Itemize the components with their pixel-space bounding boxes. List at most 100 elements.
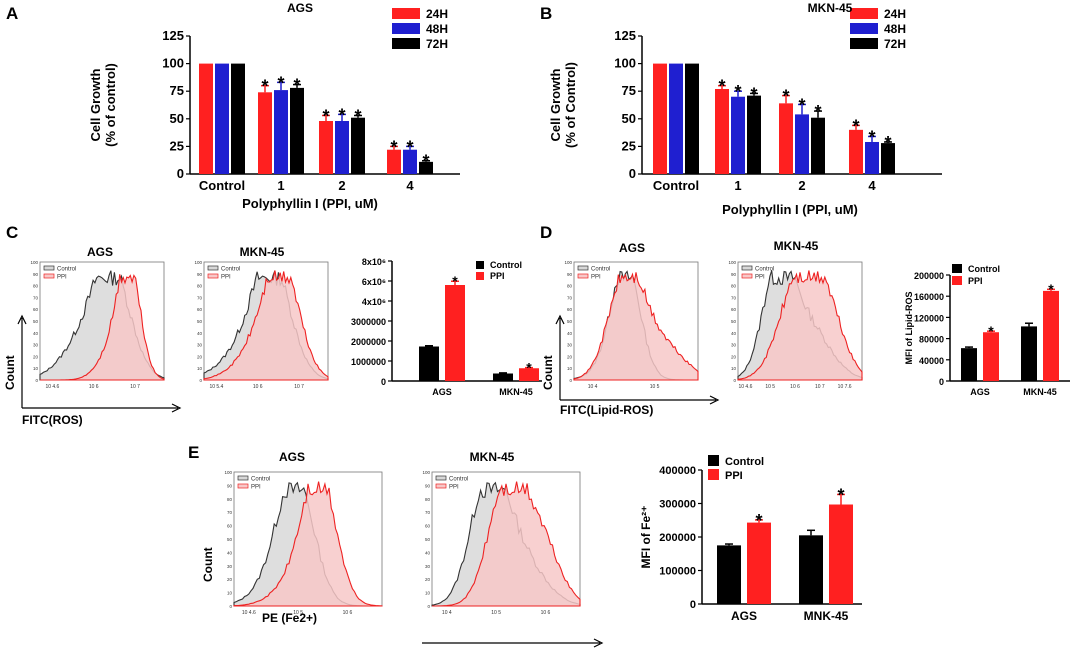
y-axis-label: MFI of Fe²⁺	[639, 506, 653, 569]
hist-y-tick-label: 100	[564, 260, 572, 265]
significance-star: *	[422, 152, 429, 172]
hist-y-tick-label: 30	[567, 343, 573, 348]
hist-y-tick-label: 40	[227, 550, 233, 555]
bar-control-mkn-45	[1021, 326, 1037, 381]
hist-y-tick-label: 80	[567, 284, 573, 289]
hist-y-tick-label: 60	[567, 307, 573, 312]
hist-legend-swatch-ppi	[435, 483, 447, 489]
bar-ppi-mkn-45	[519, 368, 539, 381]
y-tick-label: 0	[629, 166, 636, 181]
y-tick-label: 8x10⁶	[362, 257, 386, 267]
legend-swatch-control	[476, 261, 484, 269]
hist-e1-title: AGS	[279, 450, 305, 464]
hist-y-tick-label: 20	[227, 577, 233, 582]
x-tick-label: 2	[798, 178, 805, 193]
xaxis-label-e: PE (Fe2+)	[262, 611, 317, 625]
significance-star: *	[755, 511, 762, 531]
significance-star: *	[338, 105, 345, 125]
hist-y-tick-label: 50	[731, 319, 737, 324]
count-label-e: Count	[201, 547, 215, 582]
hist-x-tick-label: 10 4.6	[242, 610, 256, 616]
y-tick-label: 50	[622, 111, 636, 126]
hist-x-tick-label: 10 7	[294, 384, 304, 390]
significance-star: *	[526, 359, 532, 375]
significance-star: *	[750, 84, 757, 104]
xaxis-label-c: FITC(ROS)	[22, 413, 83, 427]
legend-swatch-48h	[850, 23, 878, 34]
hist-y-tick-label: 60	[227, 524, 233, 529]
hist-d1-title: AGS	[619, 241, 645, 255]
chart-a-title: AGS	[287, 1, 313, 15]
y-tick-label: 50	[170, 111, 184, 126]
hist-y-tick-label: 70	[567, 295, 573, 300]
y-tick-label: 25	[170, 138, 184, 153]
bar-control-mkn-45	[493, 373, 513, 381]
bar-ppi-ags	[983, 332, 999, 381]
legend-label-72h: 72H	[884, 37, 906, 51]
legend-label-24h: 24H	[426, 7, 448, 21]
chart-b-xlabel: Polyphyllin I (PPI, uM)	[722, 202, 858, 217]
hist-legend-label-ppi: PPI	[591, 275, 601, 281]
y-tick-label: 120000	[914, 313, 944, 323]
hist-y-tick-label: 40	[33, 331, 39, 336]
bar-24h-1	[258, 92, 272, 174]
axis-arrow-e	[422, 638, 604, 648]
hist-y-tick-label: 20	[33, 354, 39, 359]
axis-arrow-d	[555, 314, 720, 405]
hist-legend-label-control: Control	[449, 477, 468, 483]
y-tick-label: 25	[622, 138, 636, 153]
bar-72h-1	[747, 95, 761, 174]
hist-y-tick-label: 40	[197, 331, 203, 336]
axis-arrow-c	[17, 314, 182, 413]
hist-legend-label-ppi: PPI	[57, 275, 67, 281]
y-axis-label: Cell Growth(% of Control)	[548, 62, 578, 148]
y-tick-label: 2000000	[351, 337, 386, 347]
bar-24h-2	[779, 103, 793, 174]
hist-y-tick-label: 10	[33, 366, 39, 371]
histogram-ppi-curve	[40, 274, 165, 381]
hist-y-tick-label: 90	[567, 272, 573, 277]
panel-letter-a: A	[6, 4, 18, 23]
y-tick-label: 100	[614, 56, 636, 71]
x-tick-label: MNK-45	[804, 609, 849, 623]
hist-legend-label-ppi: PPI	[449, 485, 459, 491]
bar-72h-1	[290, 87, 304, 174]
bar-24h-2	[319, 121, 333, 174]
histogram-ppi-curve	[573, 272, 699, 381]
y-tick-label: 125	[162, 28, 184, 43]
y-tick-label: 0	[939, 377, 944, 387]
y-tick-label: 100000	[659, 566, 696, 578]
hist-y-tick-label: 90	[197, 272, 203, 277]
hist-y-tick-label: 100	[194, 260, 202, 265]
x-tick-label: AGS	[731, 609, 757, 623]
bar-48h-control	[669, 63, 683, 174]
hist-y-tick-label: 40	[425, 550, 431, 555]
hist-x-tick-label: 10 4.6	[45, 384, 59, 390]
hist-y-tick-label: 20	[567, 354, 573, 359]
x-tick-label: 1	[734, 178, 741, 193]
significance-star: *	[1048, 281, 1054, 297]
hist-y-tick-label: 90	[227, 483, 233, 488]
panel-letter-b: B	[540, 4, 552, 23]
hist-y-tick-label: 20	[425, 577, 431, 582]
hist-legend-label-ppi: PPI	[755, 275, 765, 281]
bar-72h-4	[881, 143, 895, 174]
bar-24h-control	[199, 63, 213, 174]
hist-y-tick-label: 50	[567, 319, 573, 324]
hist-legend-label-ppi: PPI	[251, 485, 261, 491]
legend-swatch-48h	[392, 23, 420, 34]
hist-legend-label-control: Control	[755, 267, 774, 273]
hist-y-tick-label: 0	[733, 378, 736, 383]
bar-control-ags	[961, 348, 977, 381]
bar-24h-1	[715, 88, 729, 174]
bar-48h-1	[731, 96, 745, 174]
hist-x-tick-label: 10 5	[650, 384, 660, 390]
significance-star: *	[452, 273, 458, 289]
hist-legend-label-control: Control	[251, 477, 270, 483]
hist-legend-swatch-control	[741, 265, 753, 271]
hist-legend-swatch-control	[577, 265, 589, 271]
bar-72h-control	[231, 63, 245, 174]
hist-y-tick-label: 80	[33, 284, 39, 289]
